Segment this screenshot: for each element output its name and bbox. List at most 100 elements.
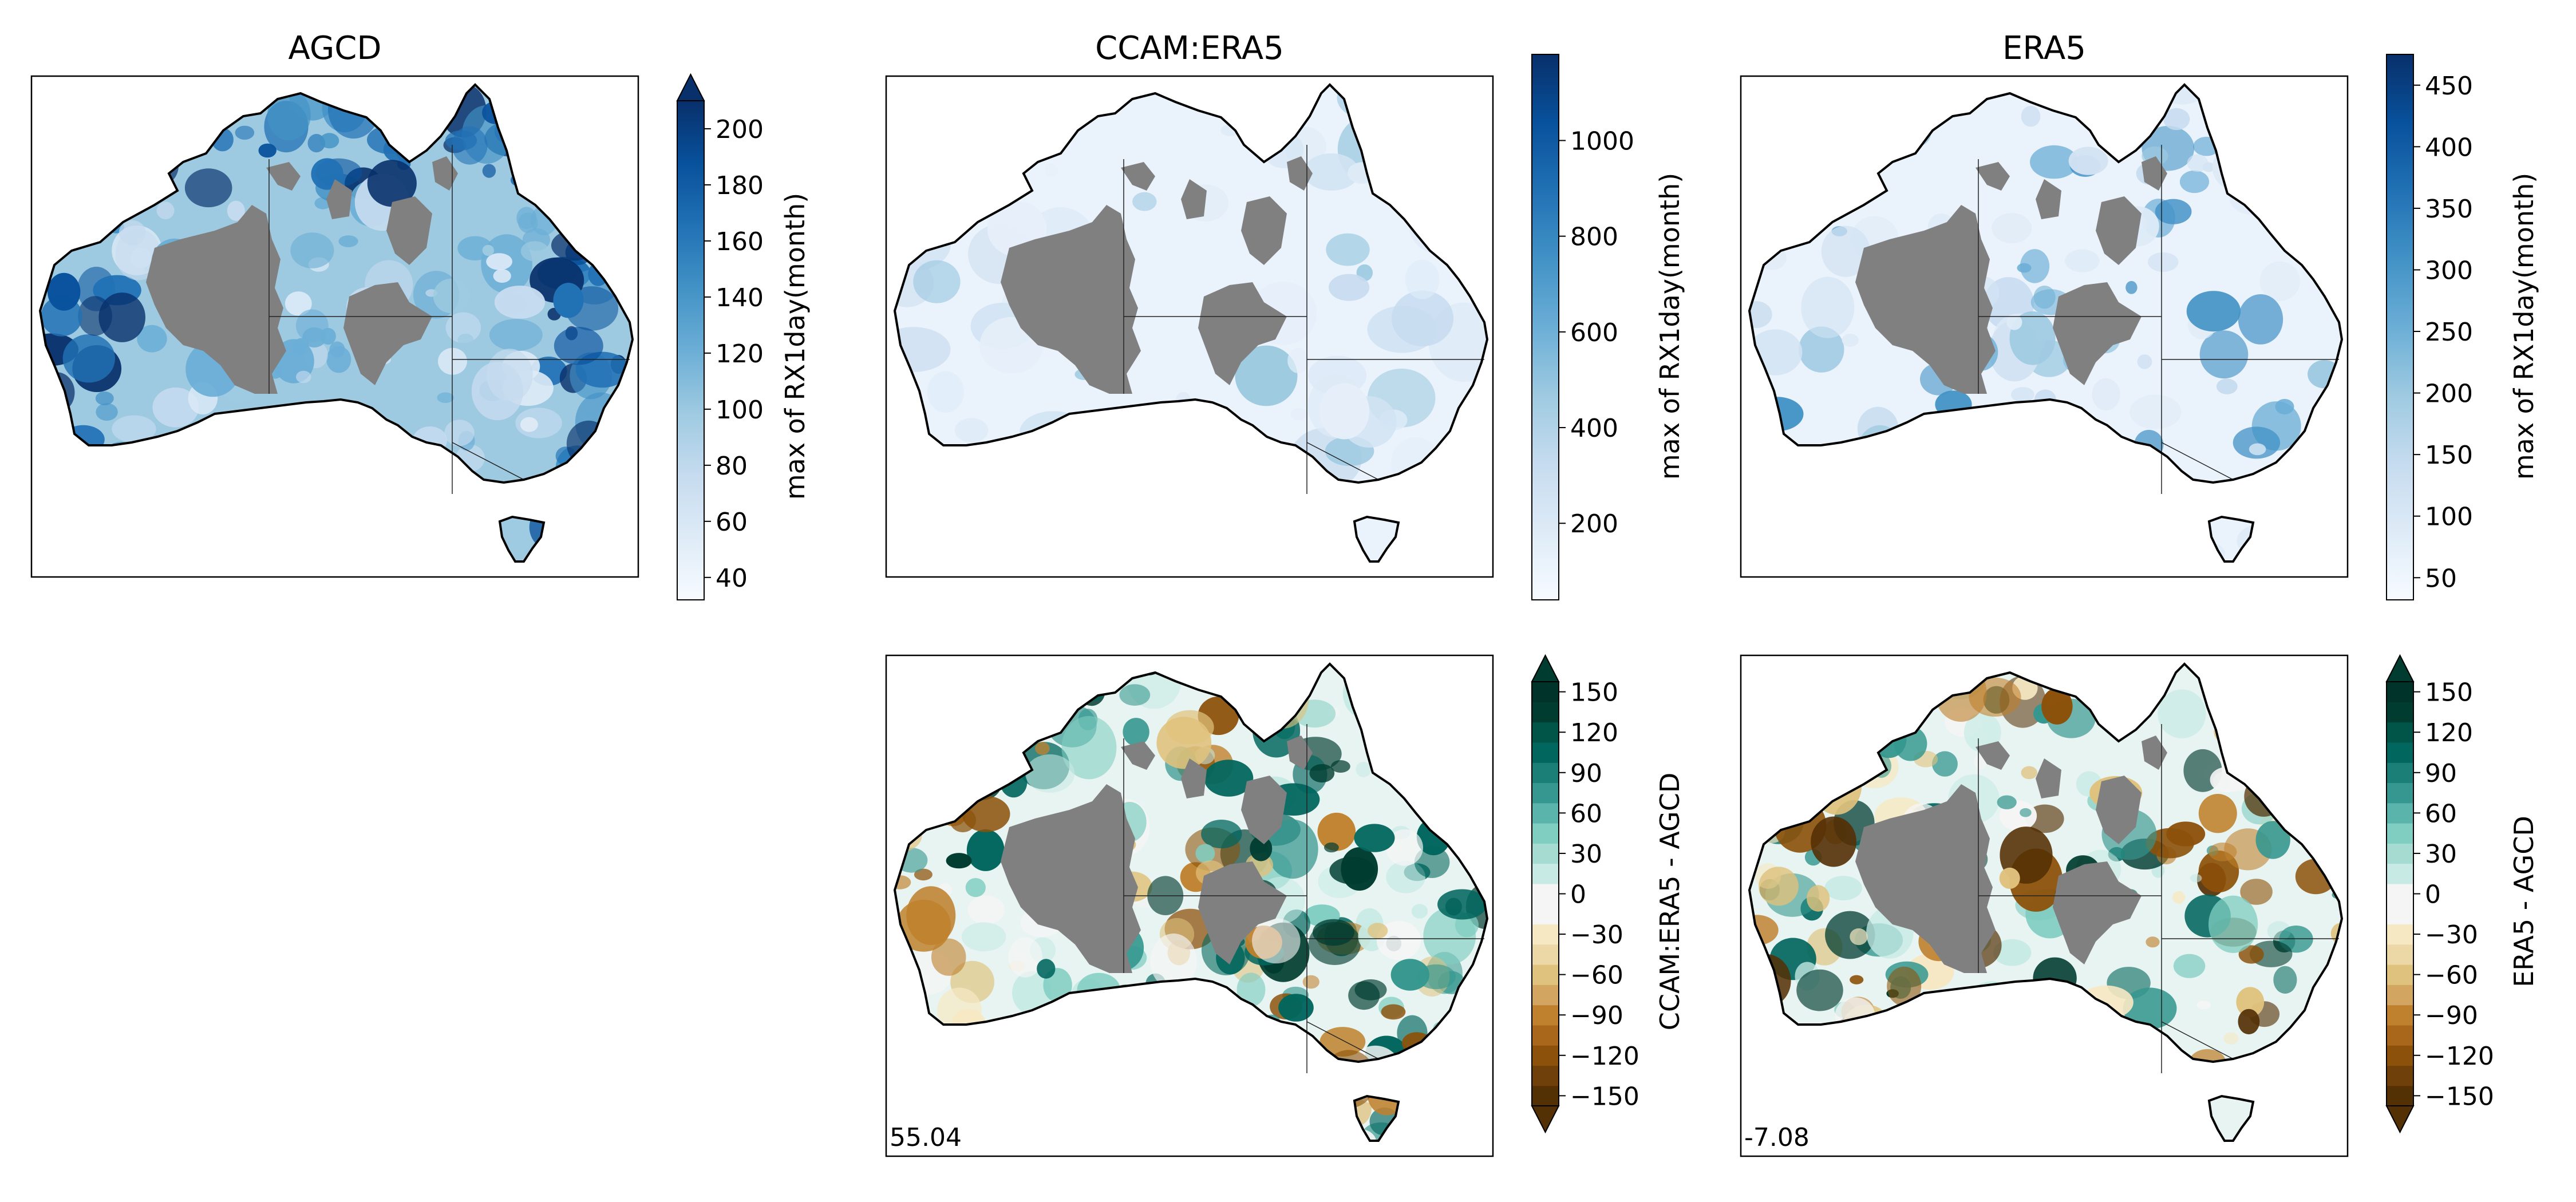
colorbar-tick-label: 180 — [716, 171, 764, 200]
colorbar-band — [2387, 863, 2413, 884]
colorbar-extend-max — [2385, 654, 2415, 682]
colorbar-band — [2387, 904, 2413, 924]
stat-ccam-diff: 55.04 — [890, 1123, 962, 1152]
colorbar-band — [2387, 944, 2413, 965]
map-panel-ccam-diff — [885, 654, 1494, 1157]
colorbar-label-era5: max of RX1day(month) — [2508, 173, 2539, 480]
colorbar-tick-label: 90 — [2425, 759, 2457, 788]
colorbar-band — [1532, 722, 1559, 743]
colorbar-tick-label: −150 — [2425, 1082, 2494, 1111]
coastline — [893, 83, 1489, 484]
colorbar-band — [1532, 702, 1559, 723]
colorbar-tick-label: 30 — [1570, 840, 1602, 869]
colorbar-tick-label: −30 — [2425, 920, 2478, 950]
colorbar-band — [2387, 742, 2413, 763]
coastline — [38, 83, 634, 484]
colorbar-band — [2387, 843, 2413, 864]
colorbar-band — [1532, 782, 1559, 804]
colorbar-band — [1532, 904, 1559, 924]
colorbar-extend-min — [2385, 1105, 2415, 1134]
colorbar-tick-label: 60 — [1570, 799, 1602, 828]
colorbar-tick-label: 250 — [2425, 318, 2473, 347]
colorbar-tick-label: 200 — [1570, 509, 1618, 539]
map-panel-agcd — [30, 75, 639, 578]
colorbar-tick-label: 120 — [716, 339, 764, 369]
colorbar-band — [2387, 762, 2413, 783]
panel-title-ccam: CCAM:ERA5 — [1095, 30, 1284, 67]
colorbar-band — [1532, 1005, 1559, 1026]
colorbar-tick-label: 40 — [716, 564, 748, 593]
colorbar-tick-label: 60 — [716, 508, 748, 537]
state-borders — [1978, 724, 2339, 1073]
colorbar-band — [2387, 1005, 2413, 1026]
colorbar-tick-label: 150 — [2425, 678, 2473, 707]
colorbar-tick-label: 80 — [716, 452, 748, 481]
colorbar-tick-label: 600 — [1570, 318, 1618, 347]
colorbar-tick-label: 150 — [1570, 678, 1618, 707]
colorbar-band — [2387, 1085, 2413, 1106]
colorbar-tick-label: 100 — [716, 396, 764, 425]
coastline-tasmania — [498, 515, 546, 563]
colorbar-tick-label: −60 — [1570, 961, 1623, 990]
colorbar-label-ccam-diff: CCAM:ERA5 - AGCD — [1654, 773, 1685, 1030]
colorbar-tick-label: 450 — [2425, 72, 2473, 101]
colorbar-band — [1532, 984, 1559, 1006]
colorbar-band — [2387, 1065, 2413, 1086]
colorbar-band — [2387, 702, 2413, 723]
colorbar-band — [2387, 802, 2413, 824]
colorbar-band — [2387, 1045, 2413, 1066]
stat-era5-diff: -7.08 — [1744, 1123, 1809, 1152]
state-borders — [1123, 145, 1484, 494]
colorbar-band — [1532, 1065, 1559, 1086]
colorbar-tick-label: −90 — [2425, 1001, 2478, 1030]
state-borders — [268, 145, 630, 494]
coastline — [1748, 662, 2344, 1063]
coastline-tasmania — [2207, 1094, 2255, 1142]
colorbar-tick-label: −120 — [1570, 1042, 1639, 1071]
colorbar-tick-label: 140 — [716, 283, 764, 313]
colorbar-tick-label: 50 — [2425, 564, 2457, 593]
colorbar-extend-min — [1531, 1105, 1560, 1134]
colorbar-tick-label: 120 — [1570, 718, 1618, 748]
colorbar-ccam: 200 400 600 800 1000 — [1531, 54, 1634, 600]
colorbar-label-agcd: max of RX1day(month) — [780, 193, 811, 500]
colorbar-band — [1532, 964, 1559, 985]
colorbar-tick-label: 60 — [2425, 799, 2457, 828]
colorbar-tick-label: 300 — [2425, 256, 2473, 285]
colorbar-ccam-diff: 150 120 90 60 30 0 −30 −60 −90 −120 −150 — [1531, 654, 1639, 1134]
colorbar-tick-label: 1000 — [1570, 126, 1634, 156]
colorbar-era5: 50 100 150 200 250 300 350 400 450 — [2386, 54, 2473, 600]
colorbar-tick-label: 120 — [2425, 718, 2473, 748]
colorbar-era5-diff: 150 120 90 60 30 0 −30 −60 −90 −120 −150 — [2385, 654, 2494, 1134]
colorbar-band — [2387, 964, 2413, 985]
colorbar-band — [1532, 1085, 1559, 1106]
colorbar-tick-label: −150 — [1570, 1082, 1639, 1111]
colorbar-band — [2387, 1025, 2413, 1046]
panel-title-era5: ERA5 — [2002, 30, 2086, 67]
colorbar-tick-label: 160 — [716, 227, 764, 256]
colorbar-label-era5-diff: ERA5 - AGCD — [2508, 816, 2539, 987]
colorbar-band — [1532, 762, 1559, 783]
colorbar-band — [1532, 843, 1559, 864]
colorbar-tick-label: 350 — [2425, 195, 2473, 224]
colorbar-band — [1532, 1025, 1559, 1046]
coastline-tasmania — [1353, 1094, 1400, 1142]
colorbar-band — [2387, 924, 2413, 945]
colorbar-extend-max — [1531, 654, 1560, 682]
colorbar-band — [2387, 722, 2413, 743]
panel-title-agcd: AGCD — [289, 30, 382, 67]
colorbar-band — [1532, 802, 1559, 824]
colorbar-band — [1532, 944, 1559, 965]
colorbar-band — [1532, 883, 1559, 904]
colorbar-band — [2387, 984, 2413, 1006]
state-borders — [1123, 724, 1484, 1073]
map-panel-era5 — [1740, 75, 2349, 578]
colorbar-tick-label: 800 — [1570, 223, 1618, 252]
state-borders — [1978, 145, 2339, 494]
colorbar-band — [1532, 823, 1559, 844]
colorbar-band — [1532, 924, 1559, 945]
colorbar-tick-label: 150 — [2425, 441, 2473, 470]
colorbar-band — [2387, 682, 2413, 702]
colorbar-tick-label: −90 — [1570, 1001, 1623, 1030]
colorbar-tick-label: 30 — [2425, 840, 2457, 869]
